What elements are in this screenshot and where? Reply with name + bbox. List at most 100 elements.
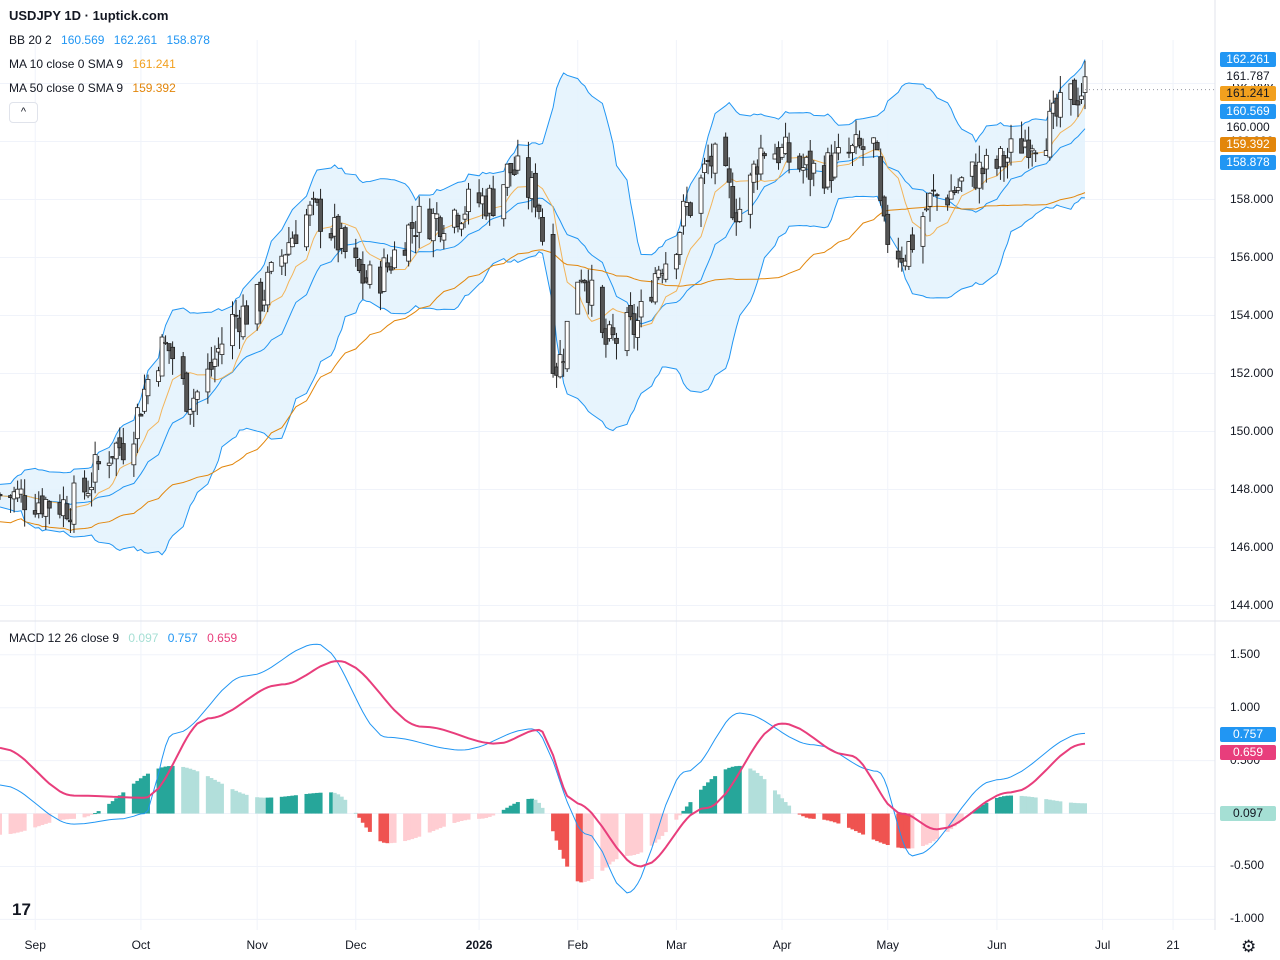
macd-hist-bar-31 — [156, 768, 161, 814]
macd-hist-bar-170 — [836, 813, 841, 824]
candle-body-5 — [22, 495, 28, 511]
candle-body-54 — [265, 271, 271, 306]
macd-hist-bar-22 — [110, 801, 115, 814]
macd-hist-bar-197 — [973, 809, 978, 814]
candle-body-24 — [117, 437, 123, 449]
macd-hist-bar-2 — [12, 813, 17, 834]
macd-hist-bar-158 — [780, 798, 785, 814]
time-tick-3: Dec — [345, 938, 367, 952]
macd-hist-bar-113 — [558, 813, 563, 850]
macd-hist-bar-10 — [47, 813, 52, 823]
macd-hist-bar-111 — [551, 813, 556, 832]
macd-hist-bar-32 — [160, 767, 165, 814]
macd-hist-bar-117 — [579, 813, 584, 883]
candle-body-13 — [64, 503, 70, 520]
candle-body-188 — [927, 192, 933, 207]
macd-hist-bar-214 — [1054, 800, 1059, 814]
macd-hist-bar-60 — [293, 795, 298, 814]
macd-hist-bar-155 — [762, 779, 767, 814]
macd-hist-bar-149 — [734, 766, 739, 814]
macd-hist-bar-106 — [526, 798, 531, 814]
legend-ma50-value: 159.392 — [132, 81, 176, 95]
candle-body-77 — [381, 257, 387, 292]
gear-icon[interactable]: ⚙ — [1241, 937, 1257, 956]
macd-hist-bar-136 — [674, 813, 679, 820]
macd-hist-bar-219 — [1079, 803, 1084, 814]
macd-hist-bar-140 — [688, 802, 693, 814]
legend-macd-hist: 0.097 — [128, 631, 159, 645]
candle-body-92 — [455, 214, 461, 228]
macd-hist-bar-211 — [1044, 799, 1049, 814]
macd-hist-bar-132 — [653, 813, 658, 843]
macd-hist-bar-95 — [466, 813, 471, 820]
macd-hist-bar-207 — [1023, 796, 1028, 814]
macd-hist-bar-7 — [36, 813, 41, 827]
candle-body-55 — [268, 262, 274, 272]
macd-hist-bar-5 — [22, 813, 27, 831]
legend-bb: BB 20 2 160.569 162.261 158.878 — [9, 33, 216, 47]
candle-body-10 — [46, 501, 52, 509]
macd-hist-bar-88 — [434, 813, 439, 830]
candle-body-87 — [430, 212, 436, 242]
macd-line — [0, 643, 1086, 894]
macd-hist-bar-135 — [663, 813, 668, 833]
macd-hist-bar-24 — [117, 795, 122, 814]
macd-hist-bar-8 — [40, 813, 45, 826]
macd-tick-5: -1.000 — [1230, 911, 1265, 926]
candle-body-129 — [635, 320, 641, 338]
candle-body-73 — [360, 264, 366, 284]
macd-hist-bar-33 — [163, 766, 168, 814]
tradingview-logo[interactable]: 17 — [12, 900, 31, 919]
macd-hist-bar-186 — [920, 813, 925, 847]
macd-hist-bar-30 — [145, 773, 150, 814]
macd-label-signal: 0.659 — [1220, 745, 1276, 760]
candle-body-15 — [71, 482, 77, 525]
candle-body-126 — [624, 312, 630, 352]
macd-hist-bar-138 — [681, 810, 686, 814]
candle-body-110 — [540, 216, 545, 242]
candle-body-136 — [673, 254, 679, 270]
macd-hist-bar-15 — [71, 813, 76, 819]
macd-hist-bar-192 — [949, 813, 954, 830]
candle-body-52 — [258, 281, 264, 312]
candle-body-70 — [342, 227, 348, 252]
candle-body-189 — [931, 189, 936, 192]
signal-line — [0, 660, 1086, 868]
macd-hist-bar-119 — [586, 813, 591, 881]
macd-hist-bar-29 — [142, 775, 147, 814]
macd-hist-bar-51 — [255, 797, 260, 814]
macd-hist-bar-48 — [237, 792, 242, 814]
candle-body-80 — [392, 249, 397, 269]
chart-title: USDJPY 1D · 1uptick.com — [9, 8, 169, 23]
candle-body-78 — [385, 262, 390, 268]
candle-body-30 — [145, 379, 151, 397]
macd-hist-bar-150 — [737, 765, 742, 814]
macd-hist-bar-176 — [871, 813, 876, 840]
macd-hist-bar-178 — [878, 813, 883, 843]
macd-hist-bar-81 — [403, 813, 408, 842]
candle-body-16 — [82, 477, 87, 493]
legend-collapse-button[interactable]: ^ — [9, 102, 38, 123]
macd-hist-bar-181 — [896, 813, 901, 848]
candle-body-79 — [388, 266, 394, 271]
candle-body-57 — [282, 254, 288, 264]
macd-hist-bar-220 — [1083, 803, 1087, 814]
price-tick-4: 154.000 — [1230, 307, 1274, 322]
macd-hist-bar-156 — [773, 790, 777, 814]
candle-body-217 — [1072, 79, 1077, 106]
macd-hist-bar-134 — [660, 813, 665, 836]
candle-body-195 — [959, 177, 965, 182]
candle-body-85 — [416, 205, 422, 233]
candle-body-63 — [311, 197, 316, 200]
macd-hist-bar-53 — [262, 797, 267, 814]
macd-hist-bar-202 — [998, 796, 1003, 814]
candle-body-124 — [610, 327, 616, 336]
candle-body-94 — [462, 213, 468, 220]
macd-hist-bar-173 — [854, 813, 859, 832]
macd-hist-bar-162 — [801, 813, 806, 817]
candle-body-192 — [948, 190, 954, 200]
candle-body-88 — [434, 213, 440, 219]
candle-body-170 — [836, 147, 841, 154]
legend-ma50-label: MA 50 close 0 SMA 9 — [9, 81, 124, 95]
